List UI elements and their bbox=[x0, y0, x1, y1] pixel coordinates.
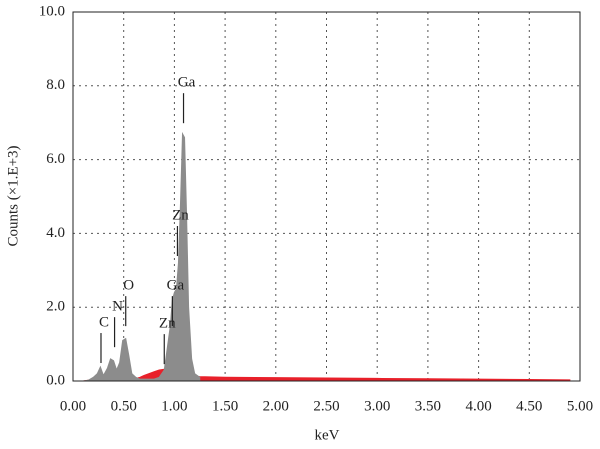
x-tick-label: 0.50 bbox=[111, 398, 137, 414]
x-tick-label: 0.00 bbox=[60, 398, 86, 414]
peak-label: Zn bbox=[172, 207, 189, 223]
x-tick-label: 4.00 bbox=[465, 398, 491, 414]
peak-label: Ga bbox=[178, 75, 196, 91]
peak-label: Zn bbox=[159, 316, 176, 332]
plot-frame bbox=[72, 11, 581, 382]
y-axis-title: Counts (×1.E+3) bbox=[5, 145, 21, 246]
x-tick-label: 3.00 bbox=[364, 398, 390, 414]
x-axis-title: keV bbox=[315, 427, 340, 443]
spectrum-area bbox=[83, 131, 201, 382]
y-tick-label: 0.0 bbox=[46, 372, 65, 388]
x-tick-label: 4.50 bbox=[516, 398, 542, 414]
y-tick-label: 8.0 bbox=[46, 77, 65, 93]
y-tick-label: 6.0 bbox=[46, 151, 65, 167]
peak-label: C bbox=[99, 314, 109, 330]
x-tick-label: 3.50 bbox=[415, 398, 441, 414]
peak-label: O bbox=[123, 278, 134, 294]
y-tick-label: 4.0 bbox=[46, 225, 65, 241]
x-tick-label: 2.50 bbox=[313, 398, 339, 414]
x-tick-label: 5.00 bbox=[567, 398, 593, 414]
x-tick-label: 2.00 bbox=[263, 398, 289, 414]
y-tick-label: 2.0 bbox=[46, 299, 65, 315]
x-tick-label: 1.00 bbox=[161, 398, 187, 414]
x-tick-label: 1.50 bbox=[212, 398, 238, 414]
peak-label: Ga bbox=[167, 278, 185, 294]
peak-label: N bbox=[112, 299, 123, 315]
y-tick-label: 10.0 bbox=[39, 3, 65, 19]
